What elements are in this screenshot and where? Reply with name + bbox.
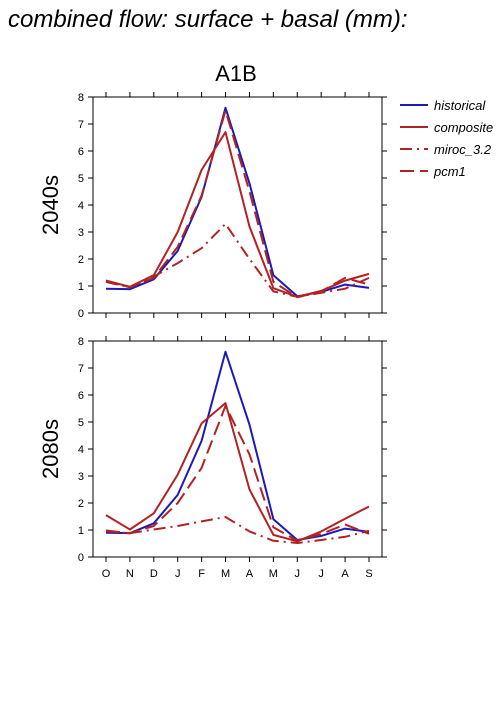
legend: historical composite miroc_3.2 pcm1 <box>400 98 493 179</box>
series-line-miroc-3-2 <box>105 516 370 544</box>
y-tick-label: 4 <box>78 444 84 456</box>
y-tick-label: 3 <box>78 471 84 483</box>
series-line-composite <box>105 402 370 543</box>
y-tick-label: 7 <box>78 363 84 375</box>
y-tick-label: 1 <box>78 281 84 293</box>
y-tick-label: 8 <box>78 336 84 348</box>
panel-label: 2080s <box>38 419 63 479</box>
x-tick-label: J <box>295 568 301 580</box>
x-tick-label: M <box>269 568 278 580</box>
y-tick-label: 1 <box>78 525 84 537</box>
y-tick-label: 7 <box>78 119 84 131</box>
x-tick-label: S <box>365 568 372 580</box>
panel-label: 2040s <box>38 175 63 235</box>
y-tick-label: 6 <box>78 390 84 402</box>
y-tick-label: 5 <box>78 173 84 185</box>
x-tick-label: J <box>175 568 181 580</box>
x-tick-label: D <box>150 568 158 580</box>
legend-label: composite <box>434 120 493 135</box>
panel-2040s: 0 1 2 3 4 5 6 7 8 2040s <box>38 92 387 320</box>
y-tick-label: 6 <box>78 146 84 158</box>
y-tick-label: 0 <box>78 552 84 564</box>
chart-panels: 0 1 2 3 4 5 6 7 8 2040s 0 1 2 3 4 5 6 7 8 O N D J F M A M J J A S 2080s <box>38 92 387 580</box>
y-tick-label: 8 <box>78 92 84 104</box>
x-tick-label: J <box>318 568 324 580</box>
x-tick-label: F <box>198 568 205 580</box>
x-tick-label: A <box>341 568 349 580</box>
series-line-historical <box>105 350 370 541</box>
series-line-pcm1 <box>105 109 370 299</box>
y-tick-label: 2 <box>78 498 84 510</box>
series-line-historical <box>105 106 370 298</box>
y-tick-label: 2 <box>78 254 84 266</box>
legend-label: pcm1 <box>433 164 466 179</box>
series-line-miroc-3-2 <box>105 222 370 298</box>
y-tick-label: 4 <box>78 200 84 212</box>
x-tick-label: N <box>126 568 134 580</box>
scenario-label: A1B <box>215 61 257 86</box>
x-tick-label: O <box>102 568 111 580</box>
y-tick-label: 5 <box>78 417 84 429</box>
chart-title: combined flow: surface + basal (mm): <box>8 6 408 33</box>
y-tick-label: 3 <box>78 227 84 239</box>
x-tick-label: A <box>246 568 254 580</box>
series-line-composite <box>105 131 370 298</box>
x-tick-label: M <box>221 568 230 580</box>
legend-label: historical <box>434 98 486 113</box>
legend-label: miroc_3.2 <box>434 142 492 157</box>
panel-2080s: 0 1 2 3 4 5 6 7 8 O N D J F M A M J J A S 2080s <box>38 336 387 580</box>
series-line-pcm1 <box>105 404 370 542</box>
y-tick-label: 0 <box>78 308 84 320</box>
